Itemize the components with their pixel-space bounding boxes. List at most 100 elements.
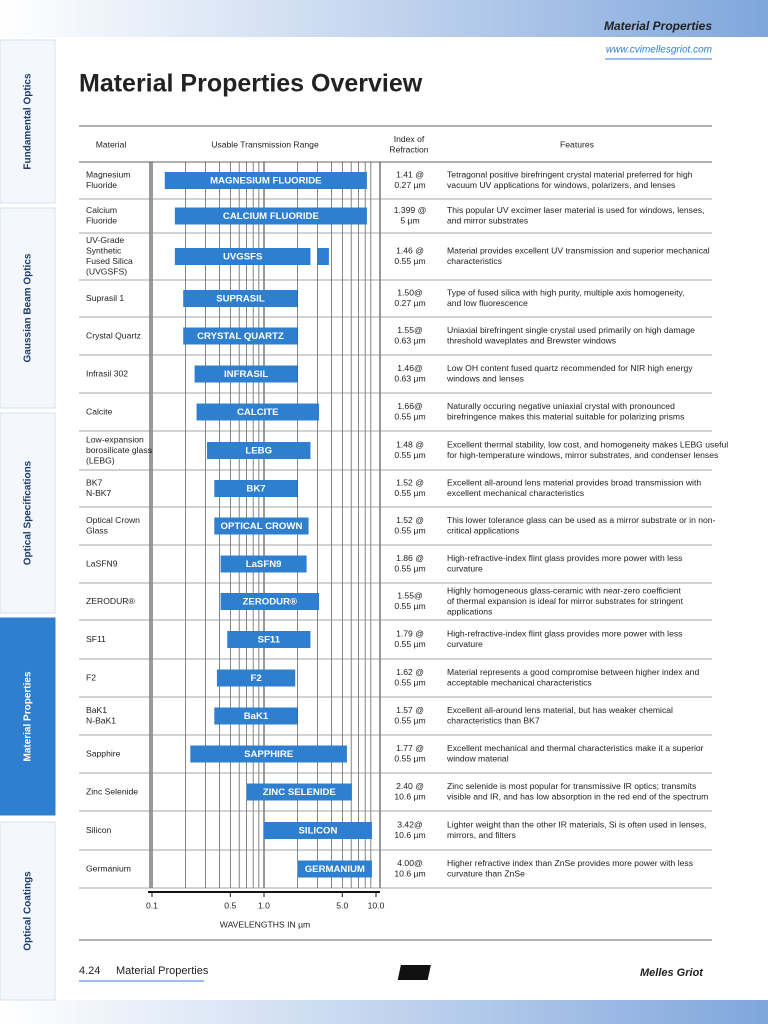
refractive-index: 1.41 @	[396, 170, 424, 180]
material-name: Synthetic	[86, 246, 122, 256]
refractive-index: 0.55 µm	[394, 526, 425, 536]
sidebar-tab-label[interactable]: Optical Coatings	[23, 871, 34, 951]
features-text: characteristics than BK7	[447, 716, 540, 726]
material-name: Suprasil 1	[86, 293, 124, 303]
features-text: Highly homogeneous glass-ceramic with ne…	[447, 585, 682, 595]
page-number: 4.24	[79, 965, 100, 977]
material-name: Low-expansion	[86, 434, 144, 444]
range-bar-label: F2	[250, 673, 261, 684]
material-name: Fused Silica	[86, 256, 133, 266]
range-bar-label: SUPRASIL	[216, 294, 265, 305]
range-bar	[220, 593, 320, 610]
range-bar-label: BaK1	[244, 711, 269, 722]
refractive-index: 0.55 µm	[394, 564, 425, 574]
material-name: SF11	[86, 634, 106, 644]
sidebar-tab[interactable]	[0, 39, 56, 204]
material-name: Sapphire	[86, 748, 121, 758]
range-bar	[183, 290, 298, 307]
features-text: excellent mechanical characteristics	[447, 488, 584, 498]
range-bar-label: SILICON	[299, 826, 338, 837]
material-name: Fluoride	[86, 180, 117, 190]
features-text: for high-temperature windows, mirror sub…	[447, 450, 718, 460]
material-name: Crystal Quartz	[86, 330, 141, 340]
range-bar	[216, 669, 296, 687]
header-url[interactable]: www.cvimellesgriot.com	[606, 45, 712, 56]
range-bar-label: CALCIUM FLUORIDE	[223, 211, 320, 222]
range-bar	[174, 207, 367, 225]
refractive-index: 1.52 @	[396, 478, 424, 488]
range-bar	[214, 517, 309, 535]
features-text: window material	[446, 754, 509, 764]
x-tick-label: 5.0	[336, 900, 348, 910]
refractive-index: 1.62 @	[396, 667, 424, 677]
refractive-index: 1.86 @	[396, 553, 424, 563]
refractive-index: 2.40 @	[396, 781, 424, 791]
range-bar	[194, 365, 298, 383]
material-name: (LEBG)	[86, 455, 115, 465]
range-bar	[214, 707, 298, 725]
range-bar-label: MAGNESIUM FLUORIDE	[210, 176, 322, 187]
refractive-index: 0.55 µm	[394, 450, 425, 460]
features-text: mirrors, and filters	[447, 830, 516, 840]
range-bar-label: CRYSTAL QUARTZ	[197, 331, 284, 342]
column-header: Material	[96, 139, 127, 149]
sidebar-tab-label[interactable]: Fundamental Optics	[23, 73, 34, 170]
features-text: Material provides excellent UV transmiss…	[447, 246, 710, 256]
sidebar-tab[interactable]	[0, 207, 56, 409]
features-text: vacuum UV applications for windows, pola…	[447, 180, 675, 190]
features-text: Uniaxial birefringent single crystal use…	[447, 325, 695, 335]
material-name: Zinc Selenide	[86, 786, 138, 796]
refractive-index: 0.55 µm	[394, 412, 425, 422]
range-bar-label: LaSFN9	[246, 559, 282, 570]
logo-text: Melles Griot	[640, 967, 704, 979]
material-name: Glass	[86, 526, 108, 536]
features-text: and mirror substrates	[447, 216, 528, 226]
bottom-band	[0, 1000, 768, 1024]
column-header: Index of	[394, 134, 425, 144]
sidebar-tab[interactable]	[0, 821, 56, 1001]
features-text: Higher refractive index than ZnSe provid…	[447, 858, 693, 868]
material-name: Calcium	[86, 205, 117, 215]
refractive-index: 0.55 µm	[394, 256, 425, 266]
sidebar: Fundamental Optics Gaussian Beam Optics Op…	[0, 39, 56, 1001]
refractive-index: 1.46 @	[396, 246, 424, 256]
refractive-index: 1.79 @	[396, 629, 424, 639]
features-text: curvature than ZnSe	[447, 869, 525, 879]
sidebar-tab-label[interactable]: Material Properties	[23, 671, 34, 761]
header-section: Material Properties	[604, 19, 712, 33]
features-text: Lighter weight than the other IR materia…	[447, 820, 706, 830]
range-bar-label: CALCITE	[237, 407, 279, 418]
features-text: Zinc selenide is most popular for transm…	[447, 781, 696, 791]
range-bar	[174, 248, 311, 265]
range-bar	[214, 480, 298, 497]
refractive-index: 1.52 @	[396, 515, 424, 525]
features-text: Excellent all-around lens material, but …	[447, 705, 673, 715]
material-name: Infrasil 302	[86, 368, 128, 378]
features-text: High-refractive-index flint glass provid…	[447, 629, 682, 639]
features-text: windows and lenses	[446, 374, 524, 384]
features-text: This lower tolerance glass can be used a…	[447, 515, 716, 525]
features-text: Tetragonal positive birefringent crystal…	[447, 170, 693, 180]
range-bar-label: ZINC SELENIDE	[263, 787, 337, 798]
footer-section: Material Properties	[116, 965, 209, 977]
material-name: Optical Crown	[86, 515, 140, 525]
features-text: visible and IR, and has low absorption i…	[447, 792, 708, 802]
refractive-index: 1.48 @	[396, 440, 424, 450]
column-header: Usable Transmission Range	[211, 139, 319, 149]
refractive-index: 10.6 µm	[394, 869, 425, 879]
features-text: High-refractive-index flint glass provid…	[447, 553, 682, 563]
sidebar-tab-label[interactable]: Optical Specifications	[23, 460, 34, 565]
column-header: Refraction	[389, 145, 428, 155]
sidebar-tab[interactable]	[0, 412, 56, 614]
range-bar-label: UVGSFS	[223, 252, 263, 263]
sidebar-tab[interactable]	[0, 617, 56, 816]
range-bar	[297, 860, 372, 878]
features-text: birefringence makes this material suitab…	[447, 412, 684, 422]
refractive-index: 0.63 µm	[394, 336, 425, 346]
range-bar	[264, 822, 372, 839]
features-text: acceptable mechanical characteristics	[447, 678, 592, 688]
sidebar-tab-label[interactable]: Gaussian Beam Optics	[23, 253, 34, 362]
features-text: and low fluorescence	[447, 298, 528, 308]
refractive-index: 1.66@	[397, 401, 422, 411]
features-text: curvature	[447, 639, 483, 649]
